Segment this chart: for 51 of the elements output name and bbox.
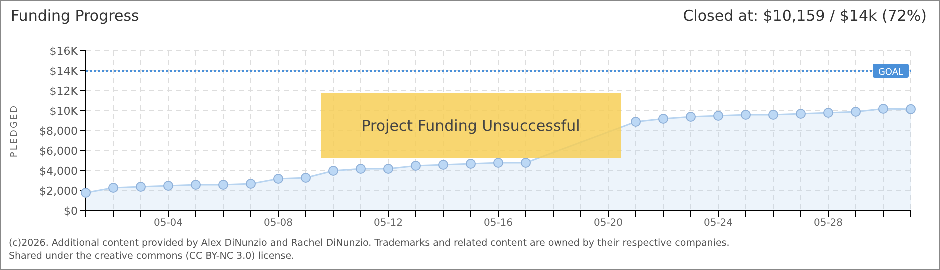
point (494, 158, 504, 168)
y-axis-title: PLEDGED (10, 104, 20, 158)
point (741, 110, 751, 120)
x-tick-label: 05-24 (704, 218, 734, 230)
text: (c)2026. Additional content provided by Alex DiNunzio and Rachel DiNunzio. Trademarks and related content are owned by their respective companies. (9, 237, 730, 250)
point (218, 180, 228, 190)
point (851, 107, 861, 117)
text: Shared under the creative commons (CC BY-NC 3.0) license. (9, 250, 296, 263)
y-tick-label: $4,000 (40, 164, 78, 178)
point (246, 179, 256, 189)
point (466, 159, 476, 169)
chart-subtitle: Closed at: $10,159 / $14k (72%) (683, 7, 927, 25)
point (191, 180, 201, 190)
point (81, 188, 91, 198)
y-tick-label: $6,000 (40, 144, 78, 158)
ref-line-label: GOAL (878, 68, 904, 78)
x-tick-label: 05-08 (264, 218, 294, 230)
point (136, 182, 146, 192)
y-tick-label: $0 (64, 204, 78, 218)
x-tick-label: 05-16 (484, 218, 514, 230)
point (686, 112, 696, 122)
chart-title: Funding Progress (11, 7, 140, 25)
point (301, 173, 311, 183)
point (108, 183, 118, 193)
point (356, 164, 366, 174)
y-tick-label: $12K (50, 84, 79, 98)
y-tick-label: $8,000 (40, 124, 78, 138)
point (631, 117, 641, 127)
y-tick-label: $2,000 (40, 184, 78, 198)
x-tick-label: 05-12 (374, 218, 404, 230)
point (411, 161, 421, 171)
y-tick-label: $10K (50, 104, 79, 118)
point (824, 108, 834, 118)
point (714, 111, 724, 121)
point (328, 166, 338, 176)
x-tick-label: 05-20 (594, 218, 624, 230)
point (384, 164, 394, 174)
point (796, 109, 806, 119)
point (878, 104, 888, 114)
point (438, 160, 448, 170)
point (768, 110, 778, 120)
x-tick-label: 05-04 (154, 218, 184, 230)
point (906, 104, 916, 114)
point (521, 158, 531, 168)
point (164, 181, 174, 191)
notice-banner: Project Funding Unsuccessful (321, 93, 621, 158)
point (658, 114, 668, 124)
y-tick-label: $14K (50, 64, 79, 78)
y-tick-label: $16K (50, 44, 79, 58)
point (274, 174, 284, 184)
x-tick-label: 05-28 (814, 218, 844, 230)
